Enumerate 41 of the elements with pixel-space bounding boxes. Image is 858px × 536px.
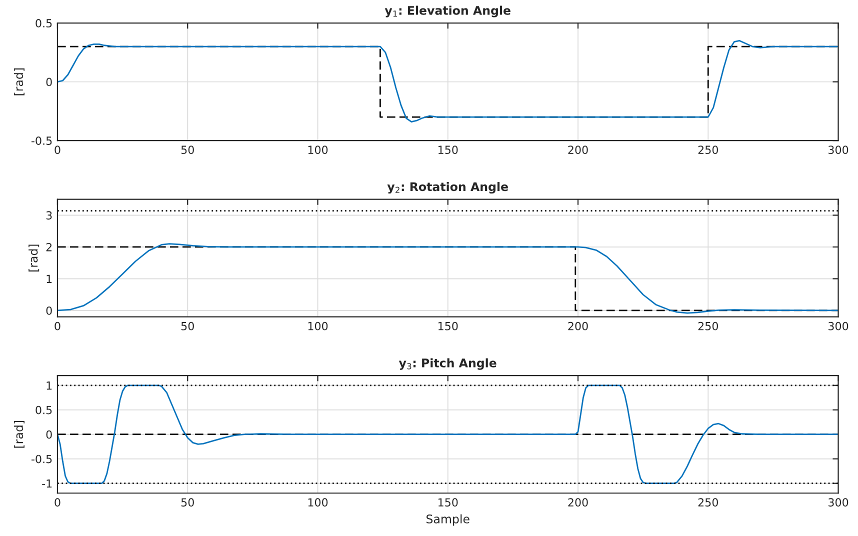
y-tick-label: -0.5 [31, 454, 52, 464]
chart-title: y$_{3}$: Pitch Angle [398, 358, 496, 370]
x-tick-label: 150 [438, 146, 458, 154]
x-tick-label: 0 [54, 498, 60, 507]
y-tick-label: 0 [46, 430, 52, 439]
y-tick-label: 2 [46, 242, 52, 252]
x-tick-label: 200 [568, 146, 588, 154]
x-tick-label: 150 [438, 322, 458, 330]
y-axis-title: [rad] [14, 420, 24, 448]
x-tick-label: 200 [568, 322, 588, 330]
x-axis-title: Sample [426, 514, 470, 526]
y-tick-label: 0 [46, 306, 52, 315]
y-tick-label: 3 [46, 211, 52, 220]
x-tick-label: 250 [698, 498, 718, 507]
x-tick-label: 200 [568, 498, 588, 507]
y-tick-label: 1 [46, 274, 52, 283]
x-tick-label: 50 [181, 322, 194, 330]
x-tick-label: 300 [828, 322, 848, 330]
y-tick-label: 0 [46, 78, 52, 86]
x-tick-label: 300 [828, 146, 848, 154]
chart-title: y$_{1}$: Elevation Angle [384, 6, 510, 18]
x-tick-label: 100 [308, 146, 328, 154]
x-tick-label: 250 [698, 146, 718, 154]
x-tick-label: 250 [698, 322, 718, 330]
x-tick-label: 100 [308, 322, 328, 330]
y-tick-label: 0.5 [36, 19, 52, 28]
x-tick-label: 0 [54, 322, 60, 330]
x-tick-label: 300 [828, 498, 848, 507]
y-axis-title: [rad] [14, 68, 24, 96]
y-axis-title: [rad] [28, 244, 40, 272]
y-tick-label: -0.5 [31, 136, 52, 145]
x-tick-label: 100 [308, 498, 328, 507]
y-tick-label: 0.5 [36, 406, 52, 414]
line-series [57, 384, 838, 484]
x-tick-label: 50 [181, 146, 194, 154]
x-tick-label: 150 [438, 498, 458, 507]
x-tick-label: 50 [181, 498, 194, 507]
x-tick-label: 0 [54, 146, 60, 154]
y-tick-label: -1 [42, 479, 52, 488]
chart-title: y$_{2}$: Rotation Angle [387, 182, 508, 194]
y-tick-label: 1 [46, 382, 52, 390]
